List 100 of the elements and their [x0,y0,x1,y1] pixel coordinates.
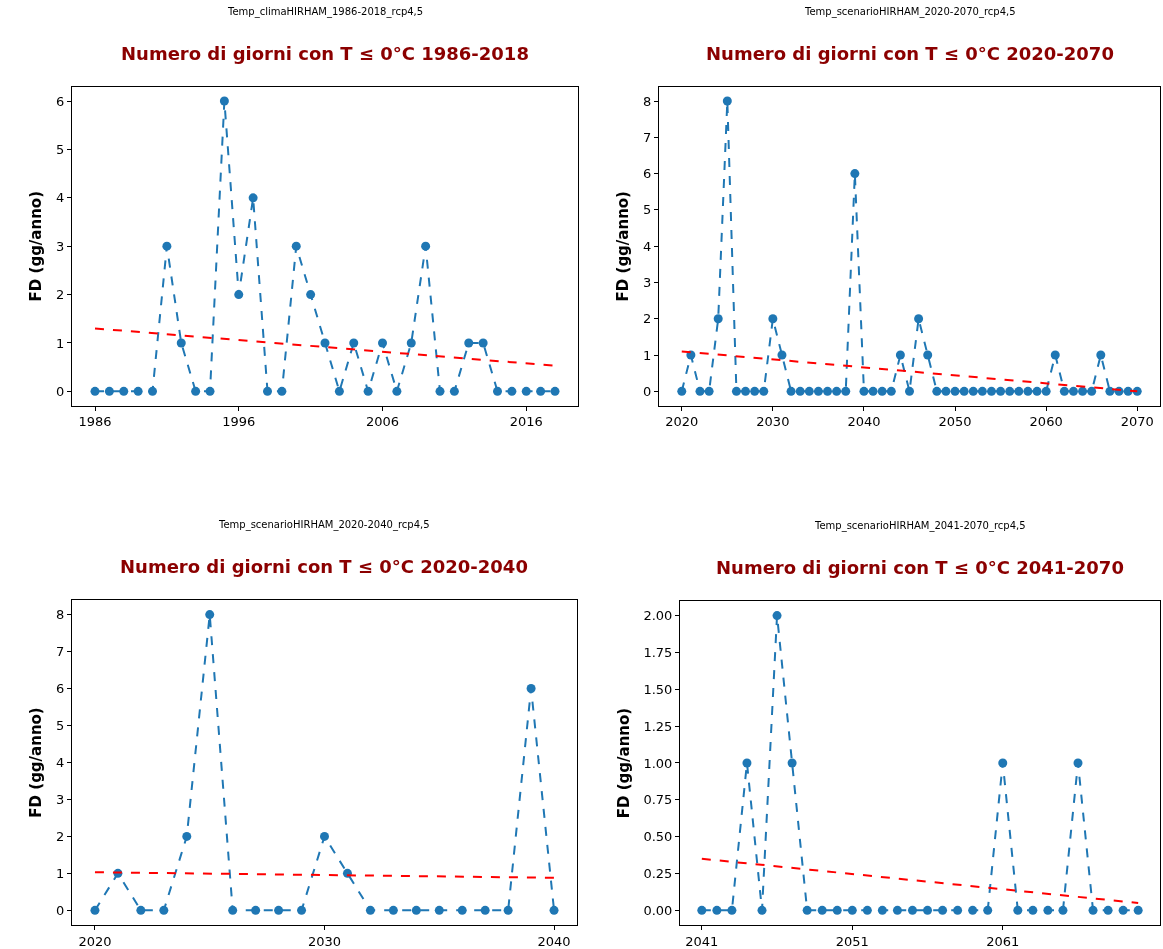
point [968,905,978,915]
x-tick-label: 2041 [685,933,719,949]
point [1133,905,1143,915]
point [832,905,842,915]
point [320,831,329,841]
point [847,905,857,915]
point [1058,905,1068,915]
point [804,386,814,396]
y-tick-label: 0 [643,383,652,399]
point [1014,386,1024,396]
point [1013,905,1023,915]
x-tick-label: 2070 [1120,414,1154,430]
y-tick-label: 1.25 [643,718,673,734]
point [996,386,1006,396]
point [998,758,1008,768]
point [704,386,714,396]
point [923,905,933,915]
point [677,386,687,396]
y-tick-label: 4 [56,190,65,206]
point [434,905,444,915]
point [892,905,902,915]
y-tick-label: 1.50 [643,681,673,697]
y-axis-title: FD (gg/anno) [27,191,46,302]
x-tick-label: 1996 [222,414,256,430]
y-tick-label: 0.00 [643,902,673,918]
x-tick-label: 2030 [307,933,342,949]
point [406,338,416,348]
point [877,386,887,396]
point [464,338,474,348]
y-tick-label: 6 [56,681,65,697]
point [133,386,143,396]
y-axis-title: FD (gg/anno) [614,707,633,819]
point [868,386,878,396]
y-tick-label: 8 [643,93,652,109]
chart-title: Numero di giorni con T ≤ 0°C 2041-2070 [716,557,1124,578]
chart-subtitle: Temp_scenarioHIRHAM_2020-2070_rcp4,5 [804,6,1016,18]
point [297,905,307,915]
point [104,386,114,396]
point [813,386,823,396]
point [1043,905,1053,915]
x-tick-label: 2060 [1029,414,1063,430]
point [968,386,978,396]
point [1028,905,1038,915]
point [526,684,536,694]
x-tick-label: 2020 [665,414,699,430]
point [1073,758,1083,768]
y-tick-label: 4 [643,238,652,254]
point [786,386,796,396]
point [536,386,546,396]
point [1087,386,1097,396]
point [136,905,146,915]
point [1096,350,1106,360]
chart-title: Numero di giorni con T ≤ 0°C 1986-2018 [121,43,529,64]
point [90,905,100,915]
x-tick-label: 2030 [756,414,790,430]
point [363,386,373,396]
point [234,290,244,300]
point [941,386,951,396]
point [817,905,827,915]
point [365,905,375,915]
x-tick-label: 2006 [365,414,400,430]
point [1041,386,1051,396]
y-axis-title: FD (gg/anno) [614,191,633,302]
point [334,386,344,396]
point [1088,905,1098,915]
point [1103,905,1113,915]
point [759,386,769,396]
y-tick-label: 0.75 [643,792,673,808]
x-tick-label: 2020 [78,933,112,949]
point [119,386,129,396]
point [507,386,517,396]
point [742,758,752,768]
point [862,905,872,915]
chart-subtitle: Temp_climaHIRHAM_1986-2018_rcp4,5 [227,6,424,18]
point [1032,386,1042,396]
point [457,905,467,915]
point [953,905,963,915]
point [959,386,969,396]
y-tick-label: 8 [56,607,65,623]
y-tick-label: 2 [56,287,65,303]
y-tick-label: 4 [56,755,65,771]
point [205,610,215,620]
point [712,905,722,915]
point [977,386,987,396]
point [263,386,272,396]
point [349,338,359,348]
y-tick-label: 3 [643,275,652,291]
y-tick-label: 1 [56,865,65,881]
x-tick-label: 1986 [78,414,112,430]
point [877,905,887,915]
y-tick-label: 6 [56,93,65,109]
y-tick-label: 1 [56,335,65,351]
point [521,386,531,396]
chart-subtitle: Temp_scenarioHIRHAM_2020-2040_rcp4,5 [218,519,430,531]
point [795,386,805,396]
point [1068,386,1078,396]
x-tick-label: 2040 [537,933,571,949]
point [205,386,215,396]
x-tick-label: 2050 [938,414,972,430]
point [859,386,869,396]
